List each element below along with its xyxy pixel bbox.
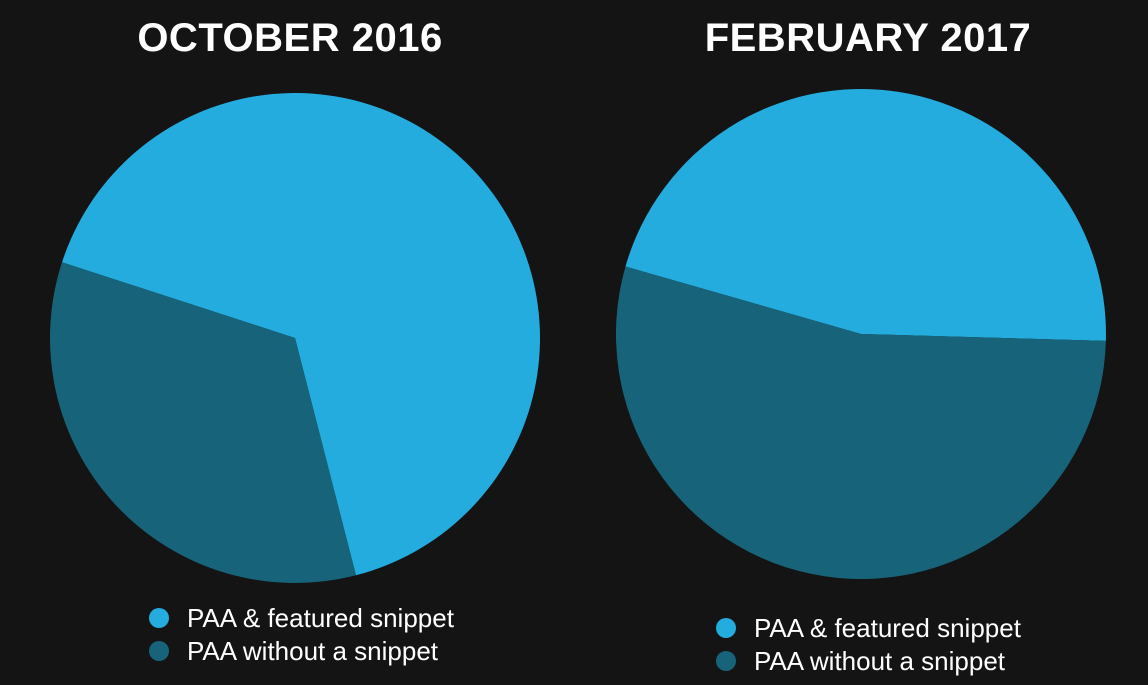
legend-swatch-paa-without-snippet-icon	[716, 651, 736, 671]
legend-label-paa-featured-snippet: PAA & featured snippet	[187, 603, 454, 633]
legend-item-paa-featured-snippet: PAA & featured snippet	[149, 602, 454, 634]
pie-slice-paa-featured-snippet	[625, 89, 1106, 341]
pie-slice-paa-without-snippet	[616, 266, 1106, 579]
legend-item-paa-without-snippet: PAA without a snippet	[716, 645, 1021, 677]
legend-label-paa-without-snippet: PAA without a snippet	[187, 636, 439, 666]
legend-february-2017: PAA & featured snippet PAA without a sni…	[716, 612, 1021, 677]
chart-title-october-2016: OCTOBER 2016	[137, 16, 443, 60]
pie-october-2016	[50, 93, 540, 583]
pie-february-2017	[616, 89, 1106, 579]
legend-swatch-paa-without-snippet-icon	[149, 641, 169, 661]
chart-title-february-2017: FEBRUARY 2017	[704, 16, 1032, 60]
legend-swatch-paa-featured-snippet-icon	[716, 618, 736, 638]
legend-item-paa-featured-snippet: PAA & featured snippet	[716, 612, 1021, 644]
pie-slice-paa-featured-snippet	[61, 93, 540, 576]
legend-swatch-paa-featured-snippet-icon	[149, 608, 169, 628]
legend-label-paa-featured-snippet: PAA & featured snippet	[754, 613, 1021, 643]
legend-label-paa-without-snippet: PAA without a snippet	[754, 646, 1006, 676]
legend-item-paa-without-snippet: PAA without a snippet	[149, 635, 454, 667]
legend-october-2016: PAA & featured snippet PAA without a sni…	[149, 602, 454, 667]
pie-slice-paa-without-snippet	[50, 262, 356, 583]
